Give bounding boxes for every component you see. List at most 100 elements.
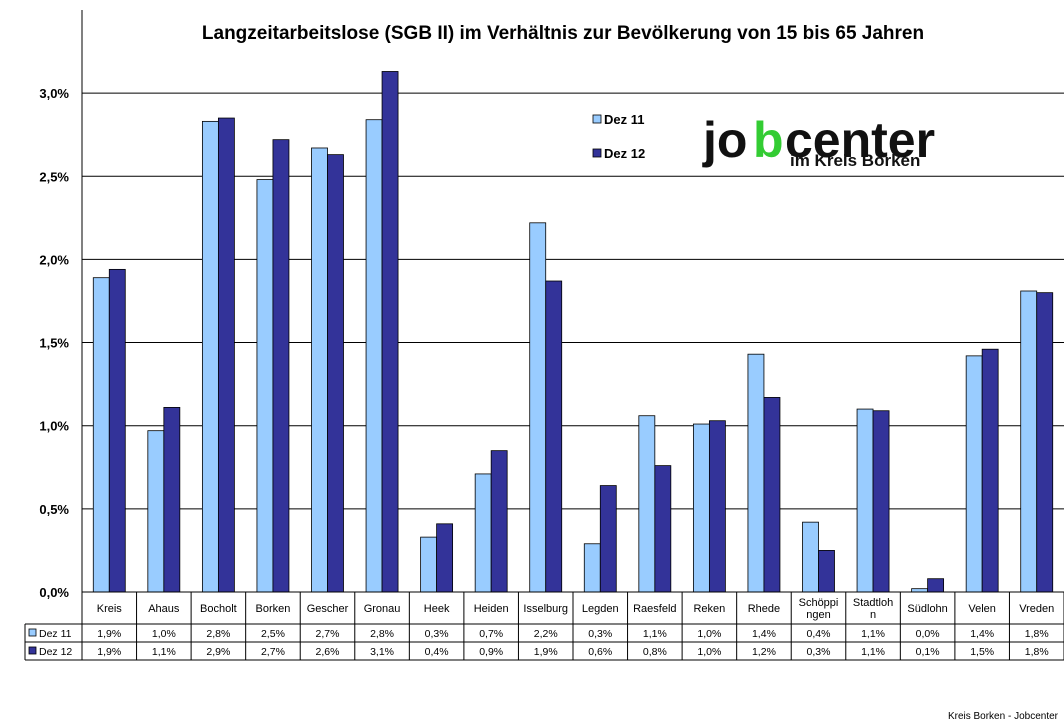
legend-swatch-dez-12 (592, 148, 602, 158)
category-label-line: Ahaus (148, 603, 180, 615)
bar-dez-11 (802, 521, 819, 593)
category-label: Gronau (364, 603, 401, 615)
category-label-line: Schöppi (799, 597, 839, 609)
category-label-line: Heek (424, 603, 450, 615)
table-cell: 2,6% (316, 646, 340, 658)
category-label: Ahaus (148, 603, 180, 615)
bar-dez-12 (272, 139, 290, 593)
table-row-header: Dez 11 (39, 628, 72, 640)
table-cell: 0,4% (425, 646, 449, 658)
table-cell: 2,5% (261, 628, 285, 640)
bar-dez-11 (583, 543, 601, 593)
table-cell: 1,9% (97, 628, 121, 640)
table-row-header: Dez 12 (39, 646, 72, 658)
table-cell: 1,0% (697, 646, 721, 658)
table-cell: 1,0% (697, 628, 721, 640)
bar-dez-11 (147, 430, 165, 593)
table-cell: 1,5% (970, 646, 994, 658)
bar-dez-11 (965, 355, 983, 593)
category-label: Velen (968, 603, 996, 615)
bar-dez-12 (1036, 292, 1054, 593)
table-cell: 0,8% (643, 646, 667, 658)
bar-dez-12 (872, 410, 890, 593)
bar-dez-11 (420, 536, 438, 593)
category-label-line: Legden (582, 603, 619, 615)
category-label: Gescher (307, 603, 349, 615)
table-cell: 2,2% (534, 628, 558, 640)
category-label: Südlohn (907, 603, 947, 615)
category-label-line: Reken (693, 603, 725, 615)
footer-credit: Kreis Borken - Jobcenter (948, 711, 1059, 722)
table-cell: 1,8% (1025, 628, 1049, 640)
bar-dez-11 (692, 423, 710, 593)
category-label-line: Bocholt (200, 603, 237, 615)
table-cell: 0,3% (425, 628, 449, 640)
y-tick-label: 0,5% (39, 502, 69, 517)
bar-dez-12 (654, 465, 672, 593)
category-label-line: Isselburg (523, 603, 568, 615)
table-legend-swatch (28, 628, 37, 637)
bar-dez-11 (256, 179, 274, 593)
bar-dez-11 (474, 473, 492, 593)
category-label: Schöppi ngen (799, 597, 839, 621)
table-cell: 0,3% (588, 628, 612, 640)
table-cell: 1,4% (970, 628, 994, 640)
logo-subtitle: im Kreis Borken (790, 151, 920, 170)
table-cell: 2,7% (316, 628, 340, 640)
table-cell: 1,1% (861, 628, 885, 640)
table-cell: 1,1% (643, 628, 667, 640)
category-label-line: Heiden (474, 603, 509, 615)
category-label-line: Stadtloh (853, 597, 893, 609)
table-cell: 2,9% (206, 646, 230, 658)
logo-text-b: b (753, 112, 784, 168)
category-label: Stadtloh n (853, 597, 893, 621)
table-cell: 1,2% (752, 646, 776, 658)
bar-dez-11 (856, 408, 874, 593)
table-cell: 0,9% (479, 646, 503, 658)
category-label: Reken (693, 603, 725, 615)
bar-dez-11 (365, 119, 383, 593)
bar-dez-12 (217, 117, 235, 593)
legend-swatch-dez-11 (592, 114, 602, 124)
table-cell: 1,9% (97, 646, 121, 658)
bar-dez-12 (927, 578, 945, 593)
bar-dez-12 (708, 420, 726, 593)
category-label-line: n (870, 609, 876, 621)
category-label: Borken (256, 603, 291, 615)
category-label-line: Südlohn (907, 603, 947, 615)
category-label-line: Kreis (97, 603, 123, 615)
bar-dez-11 (638, 415, 656, 593)
bar-dez-12 (981, 348, 999, 593)
bar-dez-12 (381, 71, 399, 593)
table-cell: 0,1% (916, 646, 940, 658)
category-label-line: Vreden (1019, 603, 1054, 615)
table-cell: 2,8% (206, 628, 230, 640)
y-tick-label: 0,0% (39, 585, 69, 600)
bar-dez-11 (201, 120, 219, 593)
table-cell: 1,8% (1025, 646, 1049, 658)
category-label: Heek (424, 603, 450, 615)
bar-dez-12 (436, 523, 454, 593)
table-cell: 1,1% (861, 646, 885, 658)
logo-text-center: center (785, 112, 935, 168)
category-label: Heiden (474, 603, 509, 615)
y-tick-label: 2,0% (39, 252, 69, 267)
bar-groups (92, 71, 1054, 593)
category-label-line: Raesfeld (633, 603, 676, 615)
bar-dez-12 (163, 407, 181, 593)
jobcenter-logo: jo b center im Kreis Borken (702, 112, 935, 170)
y-tick-label: 1,0% (39, 419, 69, 434)
y-tick-label: 1,5% (39, 336, 69, 351)
gridlines (82, 92, 1064, 593)
category-label: Legden (582, 603, 619, 615)
category-label: Isselburg (523, 603, 568, 615)
bar-dez-11 (92, 277, 110, 593)
table-cell: 1,9% (534, 646, 558, 658)
category-label: Vreden (1019, 603, 1054, 615)
table-cell: 1,0% (152, 628, 176, 640)
chart-title: Langzeitarbeitslose (SGB II) im Verhältn… (202, 23, 924, 44)
category-label-line: Gescher (307, 603, 349, 615)
legend-label-dez-11: Dez 11 (604, 112, 644, 127)
table-legend-swatch (28, 646, 37, 655)
